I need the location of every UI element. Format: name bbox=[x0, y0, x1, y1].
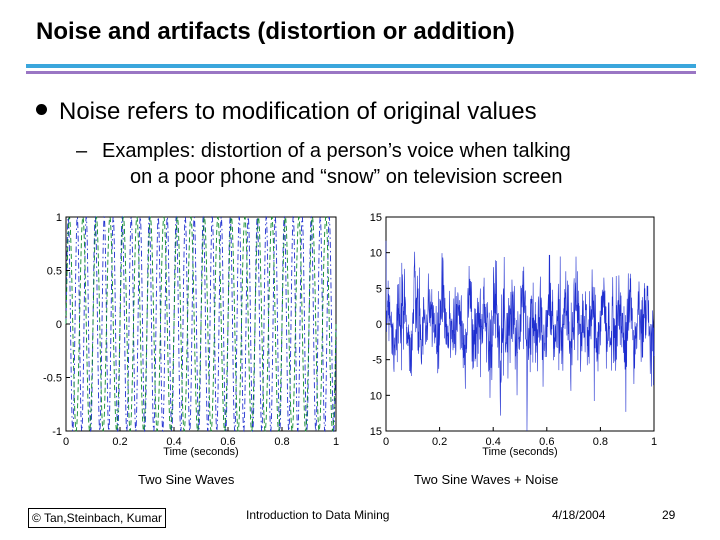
x-axis-label: Time (seconds) bbox=[482, 446, 557, 458]
x-tick-label: 0.6 bbox=[539, 436, 554, 448]
x-tick-label: 0 bbox=[383, 436, 389, 448]
footer-page-number: 29 bbox=[662, 508, 676, 522]
x-tick-label: 1 bbox=[333, 436, 339, 448]
y-tick-label: 10 bbox=[370, 390, 382, 402]
plot-lines bbox=[65, 215, 337, 433]
x-tick-label: 0.8 bbox=[274, 436, 289, 448]
x-tick-label: 0.8 bbox=[593, 436, 608, 448]
x-tick-label: 0.4 bbox=[486, 436, 501, 448]
x-tick-label: 0.2 bbox=[432, 436, 447, 448]
sub-bullet-dash: – bbox=[76, 140, 88, 162]
caption-left: Two Sine Waves bbox=[138, 472, 235, 487]
y-tick-label: 1 bbox=[56, 212, 62, 224]
slide-title: Noise and artifacts (distortion or addit… bbox=[36, 18, 515, 45]
y-ticks: 1 0.5 0 -0.5 -1 bbox=[43, 212, 70, 438]
x-tick-label: 0 bbox=[63, 436, 69, 448]
y-tick-label: 5 bbox=[376, 283, 382, 295]
x-tick-label: 1 bbox=[651, 436, 657, 448]
y-tick-label: 0 bbox=[376, 319, 382, 331]
chart-sine-waves-plus-noise: 0 0.2 0.4 0.6 0.8 1 15 10 5 0 -5 10 15 Time (second… bbox=[370, 212, 657, 458]
sub-bullet: – Examples: distortion of a person’s voic… bbox=[76, 138, 696, 190]
plot-lines bbox=[385, 240, 655, 432]
y-ticks: 15 10 5 0 -5 10 15 bbox=[370, 212, 390, 438]
series-line bbox=[385, 240, 655, 432]
y-tick-label: 0.5 bbox=[47, 266, 62, 278]
bullet-dot-icon bbox=[36, 104, 47, 115]
caption-right: Two Sine Waves + Noise bbox=[414, 472, 559, 487]
title-underline-purple bbox=[26, 71, 696, 74]
sub-bullet-line2: on a poor phone and “snow” on television… bbox=[130, 166, 563, 188]
y-tick-label: 15 bbox=[370, 212, 382, 224]
y-tick-label: -1 bbox=[52, 426, 62, 438]
main-bullet-text: Noise refers to modification of original… bbox=[59, 98, 537, 125]
chart-two-sine-waves: 0 0.2 0.4 0.6 0.8 1 1 0.5 0 -0.5 -1 Time (seconds… bbox=[43, 212, 339, 458]
y-tick-label: 10 bbox=[370, 248, 382, 260]
x-tick-label: 0.6 bbox=[220, 436, 235, 448]
x-tick-label: 0.2 bbox=[112, 436, 127, 448]
y-tick-label: 0 bbox=[56, 319, 62, 331]
x-ticks: 0 0.2 0.4 0.6 0.8 1 bbox=[63, 427, 339, 448]
sub-bullet-line1: Examples: distortion of a person’s voice… bbox=[102, 140, 571, 162]
x-tick-label: 0.4 bbox=[166, 436, 181, 448]
x-axis-label: Time (seconds) bbox=[163, 446, 238, 458]
y-tick-label: -5 bbox=[372, 355, 382, 367]
x-ticks: 0 0.2 0.4 0.6 0.8 1 bbox=[383, 427, 657, 448]
title-underline-blue bbox=[26, 64, 696, 68]
main-bullet: Noise refers to modification of original… bbox=[36, 98, 696, 126]
footer-date: 4/18/2004 bbox=[552, 508, 606, 522]
y-tick-label: -0.5 bbox=[43, 373, 62, 385]
footer-course: Introduction to Data Mining bbox=[246, 508, 390, 522]
footer-copyright: © Tan,Steinbach, Kumar bbox=[28, 508, 167, 528]
y-tick-label: 15 bbox=[370, 426, 382, 438]
series-line bbox=[65, 216, 337, 432]
